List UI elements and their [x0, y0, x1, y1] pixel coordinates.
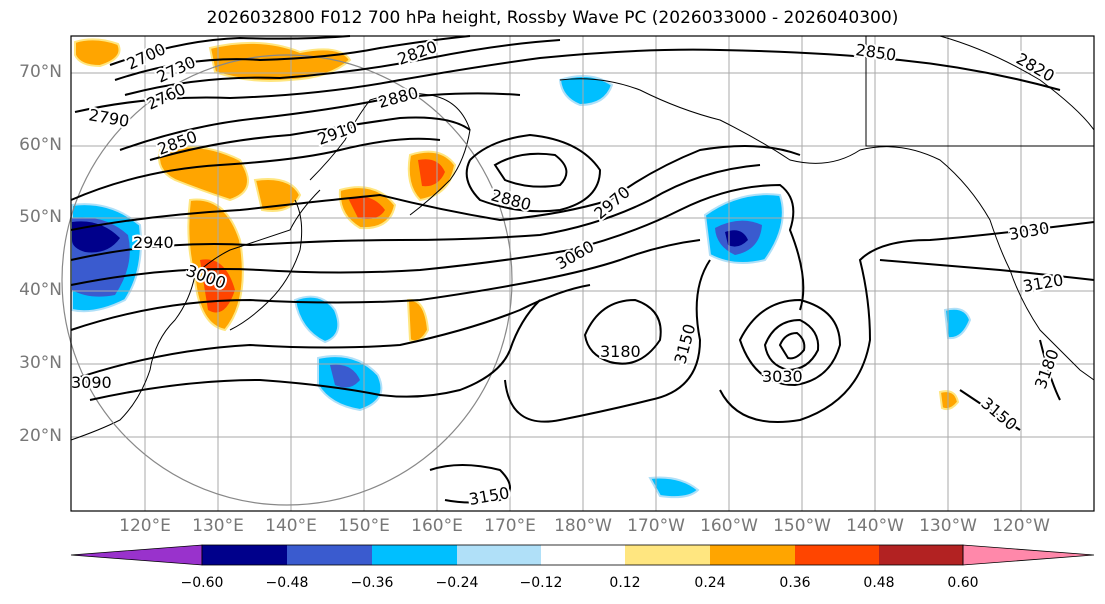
colorbar-segment [795, 545, 879, 565]
lat-label: 40°N [19, 280, 62, 300]
lon-label: 120°E [119, 516, 171, 536]
lon-label: 150°E [338, 516, 390, 536]
grid-lines [71, 36, 1094, 511]
contour-label: 3150 [467, 483, 510, 509]
colorbar-extend-left [70, 544, 203, 566]
contour-label: 3150 [977, 394, 1020, 435]
colorbar-tick-label: 0.48 [863, 575, 895, 591]
lon-label: 120°W [992, 516, 1050, 536]
colorbar-tick-label: 0.36 [779, 575, 811, 591]
anomaly-negative-region [725, 230, 748, 247]
lat-label: 20°N [19, 426, 62, 446]
anomaly-negative-region [72, 221, 120, 253]
lon-label: 140°W [846, 516, 904, 536]
contour-label: 2850 [854, 40, 897, 64]
colorbar-tick-label: 0.24 [694, 575, 726, 591]
lat-label: 30°N [19, 353, 62, 373]
anomaly-negative-region [293, 295, 340, 344]
colorbar-tick-label: −0.48 [265, 575, 309, 591]
lon-label: 150°W [773, 516, 831, 536]
contour-label: 3030 [762, 367, 803, 386]
contour-label: 3120 [1021, 270, 1064, 296]
colorbar-tick-label: −0.12 [519, 575, 563, 591]
anomaly-positive-region [418, 159, 445, 187]
contour-label: 3090 [71, 373, 112, 392]
map-title: 2026032800 F012 700 hPa height, Rossby W… [206, 8, 899, 28]
colorbar-segment [287, 545, 372, 565]
colorbar-segment [372, 545, 457, 565]
colorbar-frame [201, 544, 964, 566]
colorbar-segment [710, 545, 795, 565]
contour-label: 2880 [376, 83, 420, 112]
anomaly-positive-region [348, 196, 385, 219]
contour-label: 3150 [671, 322, 700, 366]
colorbar-tick-label: 0.60 [947, 575, 979, 591]
lon-label: 180°W [554, 516, 612, 536]
lon-label: 130°W [919, 516, 977, 536]
lon-label: 130°E [192, 516, 244, 536]
colorbar-extend-right [962, 544, 1095, 566]
map-frame [70, 35, 1095, 512]
contour-label: 3030 [1007, 218, 1050, 244]
lat-label: 60°N [19, 135, 62, 155]
contour-label-group: 2700 2730 2760 2790 2820 2850 2850 2880 … [69, 35, 1067, 511]
contour-label: 3180 [600, 342, 641, 361]
lon-label: 160°W [700, 516, 758, 536]
reference-circle [61, 54, 513, 506]
colorbar-segment [541, 545, 625, 565]
colorbar-segment [457, 545, 541, 565]
colorbar-segment [202, 545, 287, 565]
colorbar-tick-label: −0.36 [350, 575, 394, 591]
contour-label: 2940 [133, 233, 174, 252]
anomaly-negative-region [943, 307, 972, 340]
anomaly-negative-region [558, 75, 614, 107]
contour-label: 2880 [489, 186, 533, 215]
colorbar [70, 544, 1095, 566]
colorbar-tick-label: 0.12 [609, 575, 641, 591]
anomaly-positive-region [406, 298, 430, 343]
anomaly-positive-region [253, 178, 302, 212]
anomaly-positive-region [74, 38, 121, 68]
contour-label: 2820 [395, 37, 440, 69]
lon-label: 170°W [627, 516, 685, 536]
lat-label: 50°N [19, 207, 62, 227]
lon-label: 170°E [484, 516, 536, 536]
contour-label: 2910 [315, 117, 360, 149]
colorbar-tick-label: −0.60 [180, 575, 224, 591]
colorbar-tick-label: −0.24 [435, 575, 479, 591]
anomaly-negative-region [330, 364, 360, 388]
contour-label: 2790 [87, 105, 130, 131]
contour-label: 3180 [1031, 347, 1063, 392]
anomaly-positive-region [938, 390, 960, 411]
lon-label: 140°E [265, 516, 317, 536]
lat-label: 70°N [19, 62, 62, 82]
height-contours [70, 35, 1095, 504]
lon-label: 160°E [411, 516, 463, 536]
colorbar-segment [879, 545, 963, 565]
colorbar-segment [625, 545, 710, 565]
anomaly-positive-region [208, 41, 352, 82]
anomaly-negative-region [648, 476, 700, 499]
anomaly-positive-region [158, 145, 249, 202]
